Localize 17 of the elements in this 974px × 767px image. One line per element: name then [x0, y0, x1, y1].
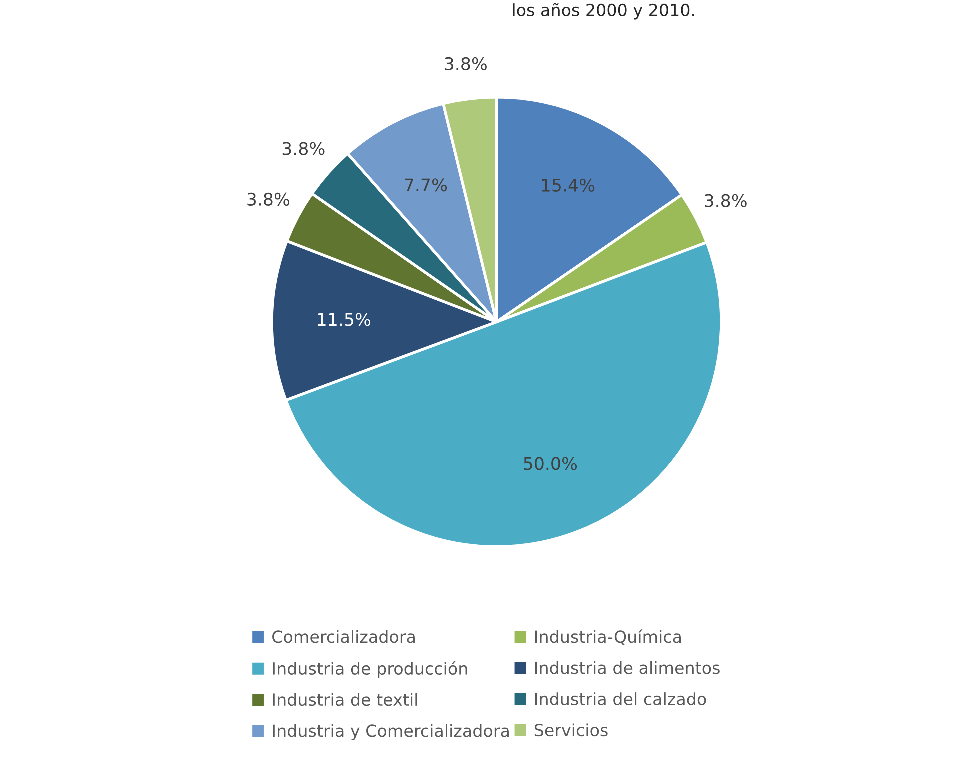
data-label: 11.5% — [318, 313, 371, 326]
legend-label: Industria de alimentos — [535, 661, 720, 674]
data-label: 7.7% — [405, 178, 448, 192]
legend-label: Industria-Química — [535, 630, 682, 646]
legend-label: Industria del calzado — [535, 692, 706, 706]
data-label: 50.0% — [524, 457, 578, 470]
legend-label: Servicios — [534, 724, 608, 737]
data-label: 15.4% — [542, 178, 595, 192]
legend-label: Comercializadora — [272, 630, 415, 644]
legend-label: Industria de producción — [273, 661, 468, 678]
data-label: 3.8% — [705, 194, 747, 208]
data-label: 3.8% — [445, 57, 487, 71]
legend-label: Industria y Comercializadora — [273, 724, 509, 740]
chart-title: los años 2000 y 2010. — [513, 3, 694, 20]
data-label: 3.8% — [248, 192, 290, 206]
data-label: 3.8% — [282, 142, 325, 156]
legend-label: Industria de textil — [273, 693, 418, 706]
